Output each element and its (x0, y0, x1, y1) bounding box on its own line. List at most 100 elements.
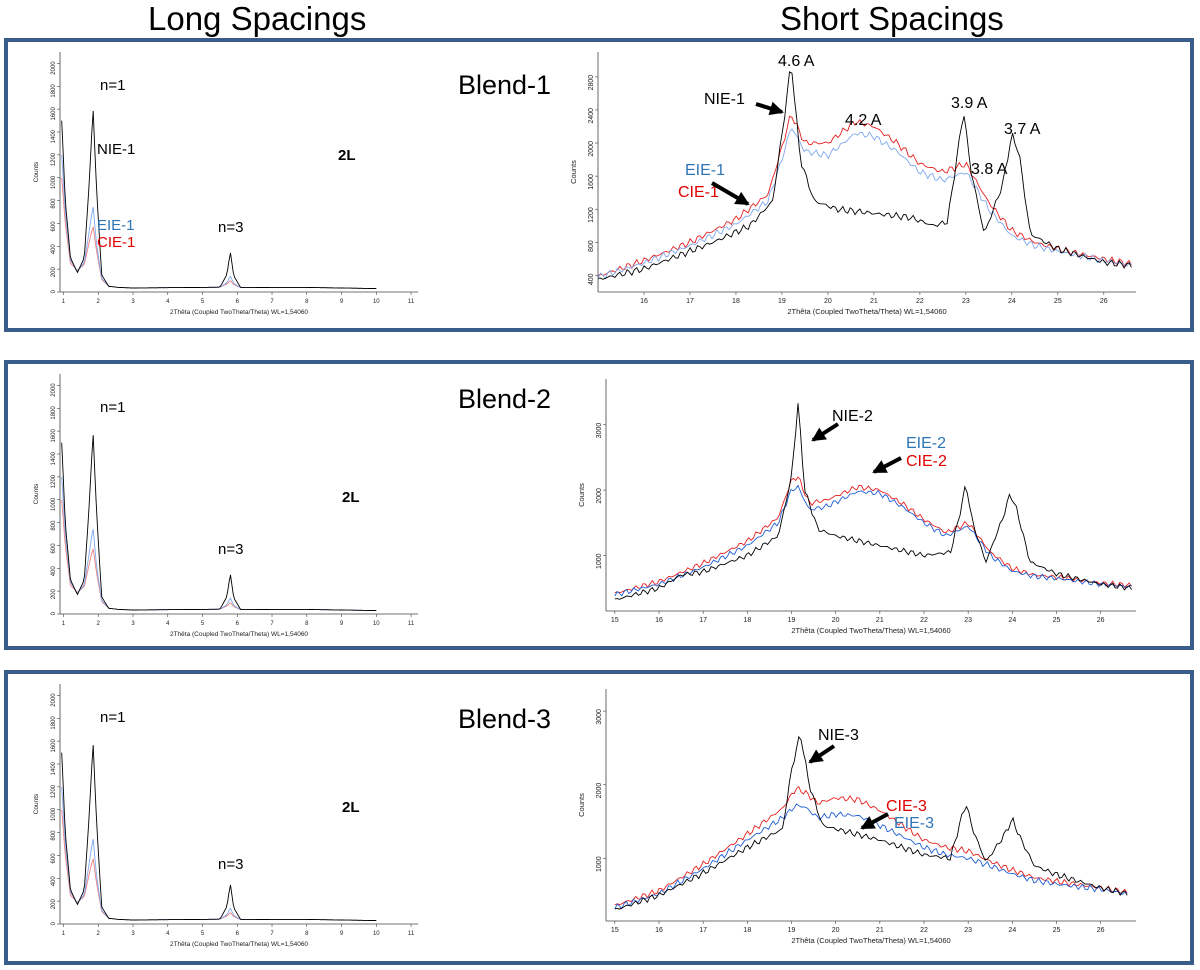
series-line-eie-2 (614, 484, 1132, 597)
x-tick-label: 9 (340, 621, 344, 627)
chart-canvas-blend-2: 1 2 3 4 5 6 7 8 9 10 11020040060080010001200140016… (33, 374, 1136, 638)
y-tick-label: 2800 (588, 75, 595, 91)
x-tick-label: 15 (611, 927, 619, 934)
y-tick-label: 400 (51, 876, 57, 887)
x-tick-label: 26 (1097, 617, 1105, 624)
x-tick-label: 8 (305, 299, 309, 305)
y-tick-label: 1200 (51, 152, 57, 166)
plot-area: 1 2 3 4 5 6 7 8 9 10 11 0 200 400 600 800 1000 1200 1400 16… (33, 374, 418, 638)
y-tick-label: 200 (51, 588, 57, 599)
y-tick-label: 1000 (596, 856, 603, 872)
annotation-nie-short: NIE-1 (704, 91, 745, 108)
arrow-nie-head (811, 427, 827, 442)
y-tick-label: 1000 (51, 497, 57, 511)
x-tick-label: 11 (408, 621, 415, 627)
x-tick-label: 7 (270, 299, 274, 305)
x-tick-label: 17 (699, 617, 707, 624)
series-line-eie-3 (61, 786, 377, 922)
x-tick-label: 15 (611, 617, 619, 624)
annotation-n3: n=3 (218, 856, 243, 873)
y-axis-label: Counts (577, 483, 586, 507)
y-tick-label: 1200 (588, 207, 595, 223)
x-tick-label: 21 (870, 298, 878, 305)
y-tick-label: 1400 (51, 129, 57, 143)
x-tick-label: 9 (340, 931, 344, 937)
y-tick-label: 800 (51, 830, 57, 841)
arrow-eie-cie-head (872, 460, 888, 473)
series-line-cie-1 (597, 115, 1132, 276)
y-tick-label: 2400 (588, 108, 595, 124)
x-tick-label: 4 (166, 931, 170, 937)
annotation-peak-3-8: 3.8 A (971, 161, 1008, 178)
x-tick-label: 18 (732, 298, 740, 305)
x-tick-label: 5 (201, 931, 205, 937)
y-tick-label: 1000 (51, 807, 57, 821)
heading-long-spacings: Long Spacings (148, 0, 367, 37)
y-tick-label: 2000 (51, 61, 57, 75)
y-tick-label: 0 (51, 921, 57, 925)
annotation-n1: n=1 (100, 399, 125, 416)
x-tick-label: 2 (97, 299, 101, 305)
x-tick-label: 6 (236, 931, 240, 937)
annotation-2l: 2L (342, 799, 360, 816)
x-tick-label: 24 (1008, 298, 1016, 305)
y-axis-label: Counts (33, 161, 40, 182)
x-axis-label: 2Thêta (Coupled TwoTheta/Theta) WL=1,540… (791, 936, 950, 945)
x-tick-label: 20 (824, 298, 832, 305)
y-tick-label: 3000 (596, 423, 603, 439)
y-tick-label: 600 (51, 853, 57, 864)
arrow-eie-cie-head (734, 191, 750, 206)
y-tick-label: 1400 (51, 761, 57, 775)
x-tick-label: 18 (743, 927, 751, 934)
y-axis-label: Counts (33, 483, 40, 504)
x-tick-label: 17 (699, 927, 707, 934)
annotation-n1: n=1 (100, 709, 125, 726)
y-tick-label: 0 (51, 289, 57, 293)
x-axis-label: 2Thêta (Coupled TwoTheta/Theta) WL=1,540… (791, 626, 950, 635)
y-tick-label: 600 (51, 221, 57, 232)
x-tick-label: 2 (97, 621, 101, 627)
y-tick-label: 200 (51, 266, 57, 277)
x-tick-label: 3 (131, 299, 135, 305)
x-tick-label: 4 (166, 299, 170, 305)
x-tick-label: 10 (373, 621, 380, 627)
y-tick-label: 800 (51, 520, 57, 531)
x-tick-label: 1 (62, 621, 66, 627)
x-tick-label: 26 (1100, 298, 1108, 305)
x-tick-label: 16 (655, 927, 663, 934)
x-tick-label: 7 (270, 621, 274, 627)
x-tick-label: 19 (778, 298, 786, 305)
chart-canvas-blend-1: 1 2 3 4 5 6 7 8 9 10 11020040060080010001200140016… (33, 52, 1136, 316)
x-tick-label: 20 (832, 927, 840, 934)
y-tick-label: 400 (51, 244, 57, 255)
series-line-nie-2 (614, 403, 1132, 600)
plot-area: 1 2 3 4 5 6 7 8 9 10 11 0 200 400 600 800 1000 1200 1400 16… (33, 684, 418, 948)
x-tick-label: 10 (373, 931, 380, 937)
arrow-nie-head (768, 101, 784, 116)
chart-canvas-blend-3: 1 2 3 4 5 6 7 8 9 10 11020040060080010001200140016… (33, 684, 1136, 948)
x-tick-label: 19 (788, 927, 796, 934)
x-tick-label: 26 (1097, 927, 1105, 934)
y-tick-label: 200 (51, 898, 57, 909)
plot-area: 1 2 3 4 5 6 7 8 9 10 11 0 200 400 600 800 1000 1200 1400 16… (33, 52, 418, 316)
series-line-nie-2 (61, 435, 377, 612)
panel-blend-3: Blend-3 1 2 3 4 5 6 7 8 9 10 11 0 200 400 600 800 1000 12… (4, 670, 1194, 965)
x-axis-label: 2Thêta (Coupled TwoTheta/Theta) WL=1,540… (787, 307, 946, 316)
x-tick-label: 6 (236, 621, 240, 627)
y-tick-label: 2000 (51, 693, 57, 707)
series-line-nie-1 (597, 71, 1132, 280)
x-axis-label: 2Thêta (Coupled TwoTheta/Theta) WL=1,540… (170, 309, 308, 316)
y-tick-label: 1200 (51, 474, 57, 488)
annotation-n1: n=1 (100, 77, 125, 94)
annotation-n3: n=3 (218, 541, 243, 558)
x-tick-label: 16 (640, 298, 648, 305)
y-tick-label: 1000 (51, 175, 57, 189)
y-tick-label: 2000 (51, 383, 57, 397)
x-tick-label: 5 (201, 621, 205, 627)
x-tick-label: 4 (166, 621, 170, 627)
arrow-nie-head (808, 749, 824, 764)
annotation-eie-short: EIE-2 (906, 435, 946, 452)
annotation-nie-long: NIE-1 (97, 141, 135, 158)
x-tick-label: 20 (832, 617, 840, 624)
annotation-2l: 2L (338, 147, 356, 164)
